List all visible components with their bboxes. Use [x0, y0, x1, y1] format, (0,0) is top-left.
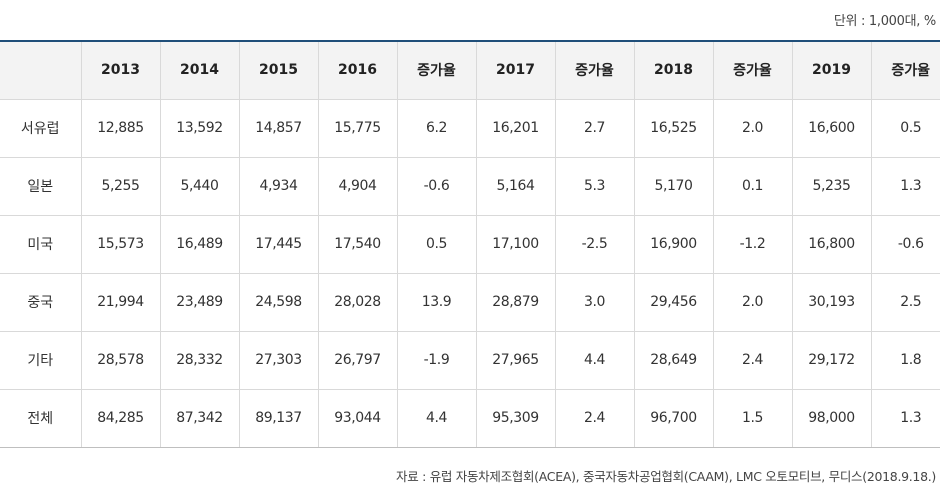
table-cell: 16,489 [160, 215, 240, 274]
unit-note: 단위 : 1,000대, % [833, 14, 936, 29]
table-cell: 2.7 [555, 99, 635, 158]
table-cell: 2.0 [713, 273, 793, 332]
column-header: 증가율 [555, 40, 635, 100]
column-header: 2017 [476, 40, 556, 100]
table-cell: 1.8 [871, 331, 940, 390]
row-label: 중국 [0, 273, 82, 332]
table-cell: 27,303 [239, 331, 319, 390]
table-cell: 15,775 [318, 99, 398, 158]
table-row: 기타 28,578 28,332 27,303 26,797 -1.9 27,9… [0, 331, 940, 390]
table-cell: -0.6 [871, 215, 940, 274]
column-header: 2014 [160, 40, 240, 100]
table-cell: 0.5 [397, 215, 477, 274]
table-cell: 96,700 [634, 389, 714, 448]
table-cell: 28,649 [634, 331, 714, 390]
table-cell: 0.1 [713, 157, 793, 216]
header-row: 2013 2014 2015 2016 증가율 2017 증가율 2018 증가… [0, 40, 940, 100]
column-header [0, 40, 82, 100]
table-cell: 0.5 [871, 99, 940, 158]
row-label: 일본 [0, 157, 82, 216]
column-header: 증가율 [713, 40, 793, 100]
source-note: 자료 : 유럽 자동차제조협회(ACEA), 중국자동차공업협회(CAAM), … [396, 469, 936, 484]
table-cell: 2.0 [713, 99, 793, 158]
table-cell: 17,445 [239, 215, 319, 274]
table-row: 일본 5,255 5,440 4,934 4,904 -0.6 5,164 5.… [0, 157, 940, 216]
table-cell: 4,934 [239, 157, 319, 216]
table-row: 전체 84,285 87,342 89,137 93,044 4.4 95,30… [0, 389, 940, 448]
row-label: 서유럽 [0, 99, 82, 158]
column-header: 2018 [634, 40, 714, 100]
table-cell: 1.3 [871, 389, 940, 448]
table-cell: 95,309 [476, 389, 556, 448]
table-cell: 5.3 [555, 157, 635, 216]
table-cell: 13,592 [160, 99, 240, 158]
table-cell: -1.9 [397, 331, 477, 390]
column-header: 2019 [792, 40, 872, 100]
table-cell: 28,332 [160, 331, 240, 390]
table-cell: 16,600 [792, 99, 872, 158]
table-cell: 1.3 [871, 157, 940, 216]
table-cell: 4,904 [318, 157, 398, 216]
table-cell: 29,456 [634, 273, 714, 332]
table-cell: 1.5 [713, 389, 793, 448]
table-cell: 6.2 [397, 99, 477, 158]
table-cell: 27,965 [476, 331, 556, 390]
table-cell: 28,028 [318, 273, 398, 332]
table-row: 중국 21,994 23,489 24,598 28,028 13.9 28,8… [0, 273, 940, 332]
data-table: 2013 2014 2015 2016 증가율 2017 증가율 2018 증가… [0, 40, 940, 448]
table-cell: 98,000 [792, 389, 872, 448]
table-cell: -0.6 [397, 157, 477, 216]
row-label: 기타 [0, 331, 82, 390]
table-cell: 21,994 [81, 273, 161, 332]
table-cell: 16,800 [792, 215, 872, 274]
table-cell: 2.4 [555, 389, 635, 448]
table-cell: 16,201 [476, 99, 556, 158]
table-cell: -2.5 [555, 215, 635, 274]
table-cell: 17,540 [318, 215, 398, 274]
table-row: 미국 15,573 16,489 17,445 17,540 0.5 17,10… [0, 215, 940, 274]
column-header: 2015 [239, 40, 319, 100]
row-label: 미국 [0, 215, 82, 274]
table-cell: 89,137 [239, 389, 319, 448]
column-header: 2016 [318, 40, 398, 100]
table-cell: 84,285 [81, 389, 161, 448]
column-header: 2013 [81, 40, 161, 100]
table-cell: -1.2 [713, 215, 793, 274]
table-cell: 2.5 [871, 273, 940, 332]
table-cell: 5,170 [634, 157, 714, 216]
table-cell: 5,440 [160, 157, 240, 216]
column-header: 증가율 [871, 40, 940, 100]
table-cell: 5,164 [476, 157, 556, 216]
table-row: 서유럽 12,885 13,592 14,857 15,775 6.2 16,2… [0, 99, 940, 158]
table-cell: 5,255 [81, 157, 161, 216]
table-cell: 2.4 [713, 331, 793, 390]
table-cell: 5,235 [792, 157, 872, 216]
column-header: 증가율 [397, 40, 477, 100]
table-cell: 87,342 [160, 389, 240, 448]
table-cell: 16,525 [634, 99, 714, 158]
table-cell: 16,900 [634, 215, 714, 274]
table-cell: 3.0 [555, 273, 635, 332]
table-cell: 28,879 [476, 273, 556, 332]
table-cell: 13.9 [397, 273, 477, 332]
table-cell: 4.4 [555, 331, 635, 390]
table-cell: 17,100 [476, 215, 556, 274]
table-cell: 28,578 [81, 331, 161, 390]
table-cell: 15,573 [81, 215, 161, 274]
table-cell: 93,044 [318, 389, 398, 448]
table-cell: 24,598 [239, 273, 319, 332]
table-cell: 23,489 [160, 273, 240, 332]
row-label: 전체 [0, 389, 82, 448]
table-cell: 14,857 [239, 99, 319, 158]
table-cell: 12,885 [81, 99, 161, 158]
table-cell: 29,172 [792, 331, 872, 390]
table-cell: 30,193 [792, 273, 872, 332]
table-cell: 4.4 [397, 389, 477, 448]
table-cell: 26,797 [318, 331, 398, 390]
